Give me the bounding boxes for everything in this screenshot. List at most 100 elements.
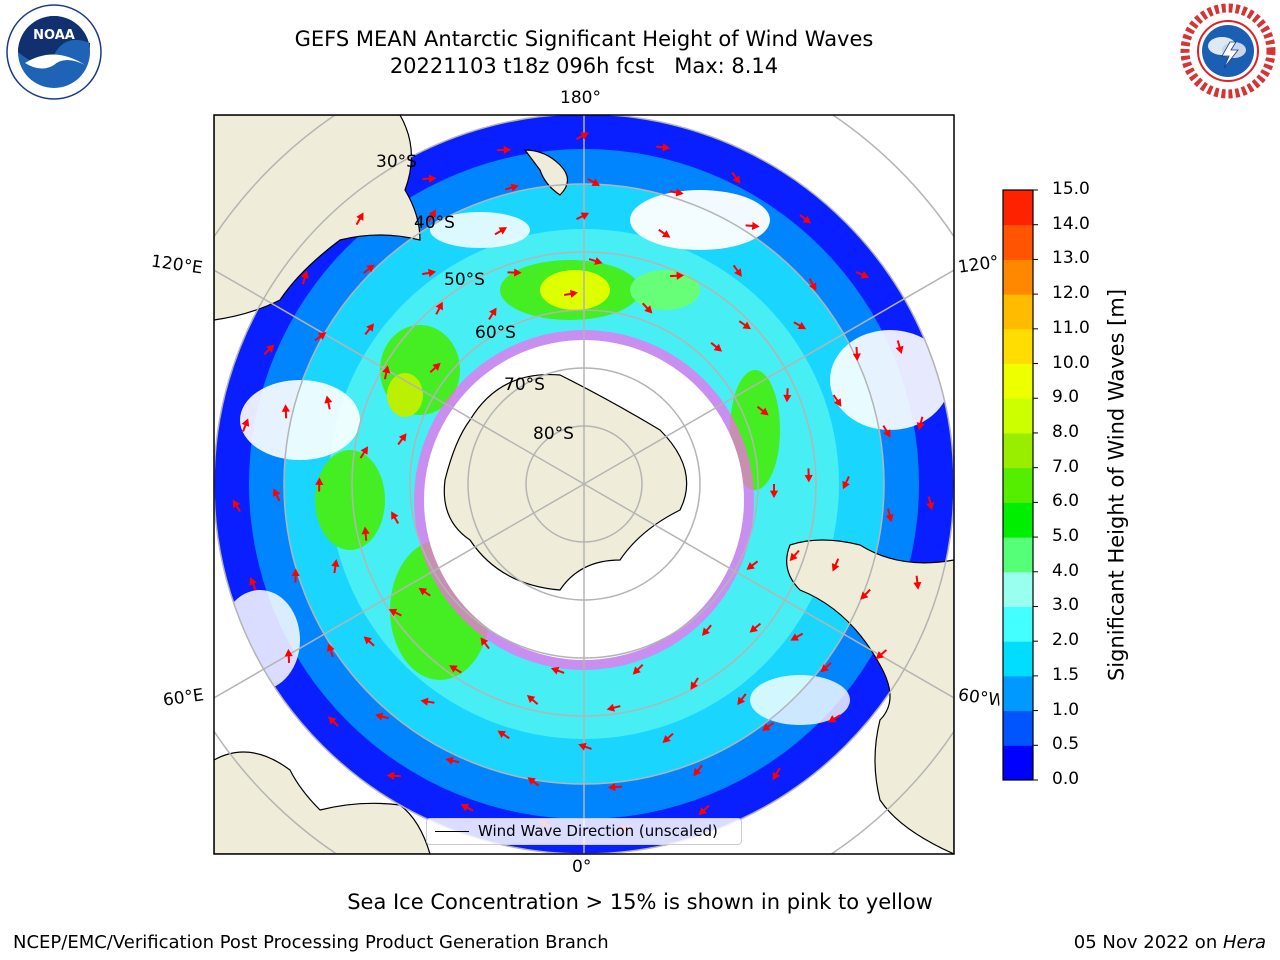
wind-arrow-head	[895, 345, 904, 355]
legend-line-swatch	[435, 831, 469, 832]
footer-date-text: 05 Nov 2022 on	[1073, 932, 1223, 953]
wind-arrow-head	[398, 433, 407, 442]
wind-arrow-head	[820, 664, 829, 673]
wind-arrow-head	[435, 301, 443, 311]
colorbar-segment	[1003, 745, 1033, 781]
wind-arrow-head	[366, 264, 375, 273]
wind-arrow-head	[249, 577, 257, 586]
wind-arrow-head	[885, 513, 894, 523]
wind-arrow-head	[366, 323, 375, 332]
colorbar-segment	[1003, 432, 1033, 469]
colorbar-tick-label: 14.0	[1052, 213, 1090, 234]
colorbar-tick-label: 13.0	[1052, 248, 1090, 269]
colorbar	[1002, 189, 1038, 781]
noaa-logo-text: NOAA	[33, 28, 75, 43]
wind-arrow-head	[916, 422, 925, 431]
wind-arrow-head	[701, 627, 710, 636]
colorbar-segment	[1003, 571, 1033, 607]
wind-arrow-head	[418, 587, 428, 596]
wind-arrow-head	[498, 227, 508, 235]
wind-arrow-head	[526, 695, 536, 703]
wind-arrow-head	[569, 289, 578, 298]
wind-arrow-head	[428, 209, 436, 218]
colorbar-segment	[1003, 467, 1033, 503]
chart-subtitle: 20221103 t18z 096h fcst Max: 8.14	[389, 54, 779, 78]
polar-map	[213, 114, 955, 855]
wind-arrow-head	[761, 723, 771, 731]
wind-arrow-head	[591, 178, 601, 186]
sea-ice-caption: Sea Ice Concentration > 15% is shown in …	[347, 890, 933, 914]
wind-arrow-head	[578, 742, 587, 751]
wind-arrow-head	[503, 145, 512, 155]
wind-arrow-head	[527, 777, 536, 786]
colorbar-segment	[1003, 328, 1033, 365]
colorbar-tick-label: 3.0	[1052, 595, 1080, 616]
wind-arrow-head	[790, 633, 799, 641]
wind-arrow-head	[514, 268, 522, 277]
wind-arrow-head	[913, 581, 922, 590]
wind-arrow-head	[580, 132, 589, 140]
wind-arrow-head	[382, 365, 391, 374]
wind-arrow-head	[698, 807, 707, 816]
colorbar-tick-label: 0.0	[1052, 769, 1080, 789]
colorbar-tick-label: 0.5	[1052, 734, 1080, 755]
wind-arrow-head	[326, 643, 335, 652]
colorbar-tick-label: 10.0	[1052, 352, 1090, 373]
colorbar-segment	[1003, 606, 1033, 642]
lon-label-180: 180°	[560, 88, 601, 108]
wind-arrow-head	[489, 307, 497, 317]
wind-arrow-head	[734, 268, 742, 277]
colorbar-segment	[1003, 675, 1033, 712]
lat-label-70s: 70°S	[504, 375, 545, 395]
colorbar-tick-label: 11.0	[1052, 317, 1090, 338]
wind-arrow-head	[266, 344, 275, 353]
wind-arrow-head	[232, 499, 241, 509]
wind-arrow-head	[662, 143, 671, 152]
wind-arrow-head	[831, 563, 840, 572]
map-frame	[213, 114, 955, 855]
wind-arrow-head	[809, 282, 817, 291]
wind-arrow-head	[926, 502, 935, 511]
colorbar-tick-label: 4.0	[1052, 560, 1080, 581]
wind-arrow-head	[693, 767, 702, 777]
wind-arrow-head	[449, 665, 458, 673]
lat-label-50s: 50°S	[444, 270, 485, 290]
wind-arrow-head	[432, 362, 441, 371]
wind-arrow-head	[860, 270, 870, 279]
wind-arrow-head	[802, 215, 812, 224]
wind-arrow-head	[291, 568, 300, 577]
wind-arrow-head	[827, 715, 837, 723]
wind-arrow-head	[833, 398, 842, 407]
lon-label-0: 0°	[572, 857, 592, 877]
gridlines	[214, 115, 954, 854]
landmasses	[214, 115, 954, 854]
wind-arrow-head	[632, 666, 641, 675]
wind-arrow-head	[317, 332, 327, 340]
wind-arrow-head	[783, 394, 792, 403]
wind-arrow-head	[749, 624, 758, 633]
wind-arrow-head	[606, 703, 615, 712]
colorbar-tick-label: 5.0	[1052, 526, 1080, 547]
colorbar-tick-label: 6.0	[1052, 491, 1080, 512]
footer-date: 05 Nov 2022 on Hera	[1074, 932, 1266, 953]
wind-arrow-head	[661, 230, 671, 238]
wind-arrow-head	[331, 559, 340, 568]
colorbar-tick-label: 1.0	[1052, 699, 1080, 720]
nws-logo	[1180, 3, 1276, 99]
wind-arrow-head	[742, 321, 751, 330]
wind-arrow-head	[769, 490, 779, 499]
wind-arrow-head	[676, 271, 685, 280]
lat-label-80s: 80°S	[533, 424, 574, 444]
colorbar-tick-label: 7.0	[1052, 456, 1080, 477]
wind-arrow-head	[852, 353, 861, 362]
wind-arrow-head	[690, 681, 698, 690]
wind-arrow-head	[860, 591, 869, 600]
lat-label-30s: 30°S	[376, 152, 417, 172]
colorbar-segment	[1003, 710, 1033, 746]
wind-arrow-head	[300, 270, 309, 279]
colorbar-segment	[1003, 398, 1033, 434]
wind-arrow-head	[428, 174, 437, 183]
wind-arrow-head	[662, 734, 671, 743]
colorbar-tick-label: 8.0	[1052, 421, 1080, 442]
colorbar-segment	[1003, 190, 1033, 226]
